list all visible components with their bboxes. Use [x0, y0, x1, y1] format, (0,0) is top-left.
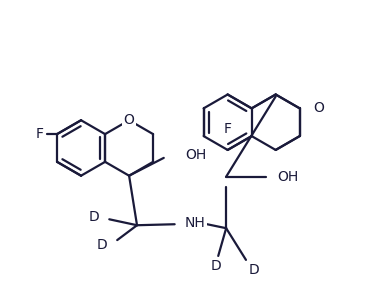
Text: D: D [249, 263, 259, 277]
Text: OH: OH [278, 170, 299, 184]
Text: D: D [89, 210, 99, 224]
Text: F: F [35, 127, 43, 141]
Text: NH: NH [185, 216, 205, 230]
Text: O: O [314, 101, 324, 115]
Text: OH: OH [186, 148, 207, 162]
Text: O: O [124, 113, 134, 127]
Text: F: F [223, 122, 231, 136]
Text: D: D [97, 238, 107, 252]
Text: D: D [211, 259, 222, 273]
